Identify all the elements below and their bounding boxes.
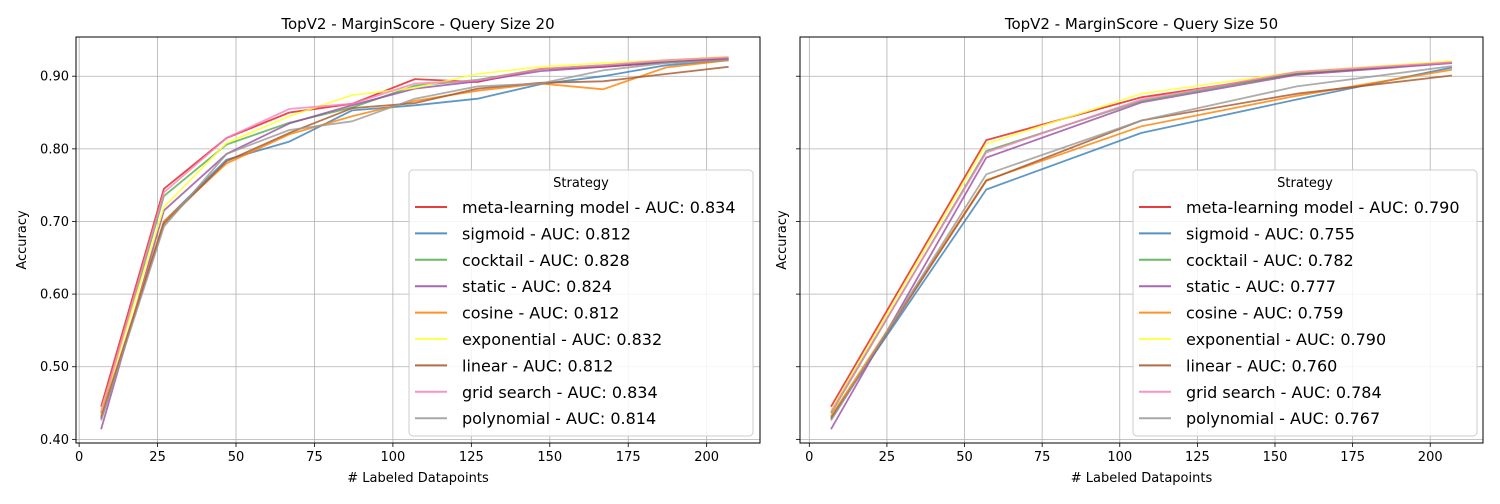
chart-title: TopV2 - MarginScore - Query Size 20	[280, 15, 554, 33]
y-tick-label: 0.70	[40, 215, 69, 230]
x-tick-label: 200	[694, 450, 719, 465]
series-line-7	[100, 65, 729, 420]
y-tick-label: 0.80	[40, 142, 69, 157]
legend-entry: meta-learning model - AUC: 0.790	[1186, 198, 1460, 217]
legend-entry: static - AUC: 0.824	[462, 277, 612, 296]
legend-entry: cocktail - AUC: 0.782	[1186, 251, 1354, 270]
legend-entry: cosine - AUC: 0.812	[462, 304, 619, 323]
x-tick-label: 175	[1340, 450, 1365, 465]
x-tick-label: 75	[1034, 450, 1051, 465]
plot-frame	[799, 36, 1484, 444]
series-line-9	[830, 65, 1453, 421]
x-tick-label: 50	[228, 450, 245, 465]
legend-entry: exponential - AUC: 0.832	[462, 330, 662, 349]
series-line-8	[100, 56, 729, 413]
legend-box	[408, 169, 754, 437]
chart-panel-2: 0 25 50 75 100 125 150 175 200 TopV2 - MarginScor…	[775, 15, 1484, 486]
y-tick-label: 0.40	[40, 433, 69, 448]
series-line-2	[830, 66, 1453, 419]
x-tick-label: 25	[149, 450, 166, 465]
legend-entry: sigmoid - AUC: 0.755	[1186, 224, 1355, 243]
legend-entry: cosine - AUC: 0.759	[1186, 304, 1343, 323]
x-tick-label: 50	[956, 450, 973, 465]
y-tick-label: 0.60	[40, 288, 69, 303]
x-tick-label: 125	[1185, 450, 1210, 465]
x-tick-label: 150	[1263, 450, 1288, 465]
legend-entry: cocktail - AUC: 0.828	[462, 251, 630, 270]
legend: Strategy meta-learning model - AUC: 0.790…	[1132, 169, 1478, 437]
y-axis-label: Accuracy	[775, 210, 790, 270]
x-tick-label: 0	[805, 450, 813, 465]
legend-entry: linear - AUC: 0.812	[462, 356, 613, 375]
x-axis-label: # Labeled Datapoints	[1071, 471, 1213, 486]
x-tick-label: 25	[879, 450, 896, 465]
chart-title: TopV2 - MarginScore - Query Size 50	[1004, 15, 1278, 33]
legend-entry: static - AUC: 0.777	[1186, 277, 1336, 296]
x-tick-label: 200	[1418, 450, 1443, 465]
y-tick-label: 0.50	[40, 360, 69, 375]
series-line-9	[100, 59, 729, 421]
legend-entry: polynomial - AUC: 0.814	[462, 409, 656, 428]
legend-entry: linear - AUC: 0.760	[1186, 356, 1337, 375]
y-axis-label: Accuracy	[15, 210, 30, 270]
x-tick-label: 125	[459, 450, 484, 465]
legend-entry: meta-learning model - AUC: 0.834	[462, 198, 736, 217]
series-line-6	[100, 55, 729, 411]
x-tick-label: 150	[537, 450, 562, 465]
x-tick-label: 75	[306, 450, 323, 465]
legend-entry: polynomial - AUC: 0.767	[1186, 409, 1380, 428]
y-tick-label: 0.90	[40, 70, 69, 85]
series-line-8	[830, 61, 1453, 413]
plot-frame	[75, 36, 761, 444]
legend-box	[1132, 169, 1478, 437]
legend-entry: grid search - AUC: 0.784	[1186, 383, 1382, 402]
legend-title: Strategy	[1277, 176, 1333, 191]
chart-panel-1: 0 25 50 75 100 125 150 175 200 0.40 0.50 0.60 0.70 0.…	[15, 15, 761, 486]
legend-entry: exponential - AUC: 0.790	[1186, 330, 1386, 349]
series-line-2	[100, 59, 729, 418]
legend-title: Strategy	[553, 176, 609, 191]
x-tick-label: 100	[380, 450, 405, 465]
x-axis-label: # Labeled Datapoints	[347, 471, 489, 486]
series-line-4	[830, 62, 1453, 430]
legend-entry: grid search - AUC: 0.834	[462, 383, 658, 402]
legend-entry: sigmoid - AUC: 0.812	[462, 224, 631, 243]
x-tick-label: 175	[616, 450, 641, 465]
legend: Strategy meta-learning model - AUC: 0.834…	[408, 169, 754, 437]
x-tick-label: 0	[75, 450, 83, 465]
x-tick-label: 100	[1107, 450, 1132, 465]
